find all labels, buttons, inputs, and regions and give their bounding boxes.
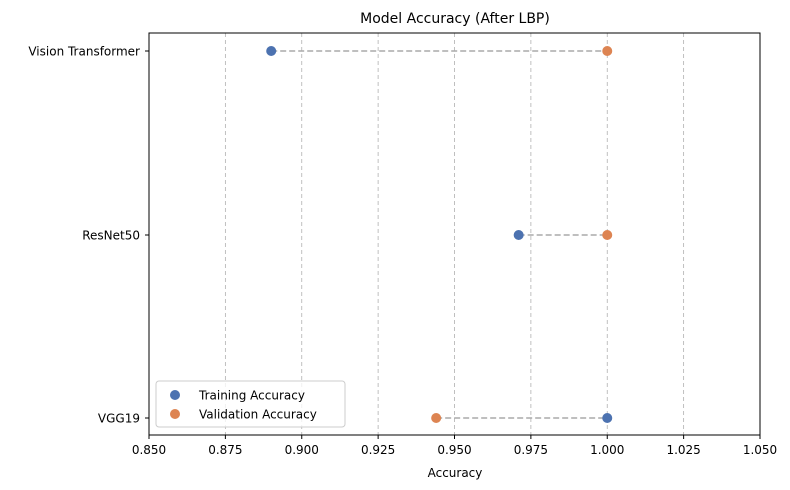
legend-box (155, 380, 346, 428)
training-accuracy-point (513, 230, 524, 240)
y-tick-label: Vision Transformer (28, 45, 140, 59)
x-axis-label: Accuracy (428, 466, 483, 480)
validation-accuracy-point (602, 230, 613, 240)
training-accuracy-point (602, 413, 613, 423)
x-tick-label: 0.950 (437, 443, 471, 457)
x-tick-label: 0.875 (208, 443, 242, 457)
x-tick-label: 1.050 (743, 443, 777, 457)
connector-lines (271, 50, 608, 419)
x-tick-label: 0.850 (132, 443, 166, 457)
legend-marker-training (170, 390, 180, 400)
y-tick-label: VGG19 (98, 412, 140, 426)
validation-accuracy-point (602, 46, 613, 56)
x-tick-label: 0.975 (514, 443, 548, 457)
y-axis-ticks: Vision Transformer ResNet50 VGG19 (28, 45, 149, 426)
validation-accuracy-point (431, 413, 442, 423)
legend-label-training: Training Accuracy (198, 389, 305, 403)
data-points (266, 46, 613, 423)
x-tick-label: 1.025 (666, 443, 700, 457)
legend-label-validation: Validation Accuracy (199, 408, 317, 422)
x-tick-label: 0.925 (361, 443, 395, 457)
x-axis-ticks: 0.850 0.875 0.900 0.925 0.950 0.975 1.000 1.025… (132, 435, 777, 457)
x-tick-label: 0.900 (285, 443, 319, 457)
grid-lines (224, 33, 685, 435)
y-tick-label: ResNet50 (82, 229, 140, 243)
chart-title: Model Accuracy (After LBP) (360, 11, 550, 27)
legend-marker-validation (170, 409, 180, 419)
x-tick-label: 1.000 (590, 443, 624, 457)
legend: Training Accuracy Validation Accuracy (155, 380, 346, 428)
training-accuracy-point (266, 46, 277, 56)
